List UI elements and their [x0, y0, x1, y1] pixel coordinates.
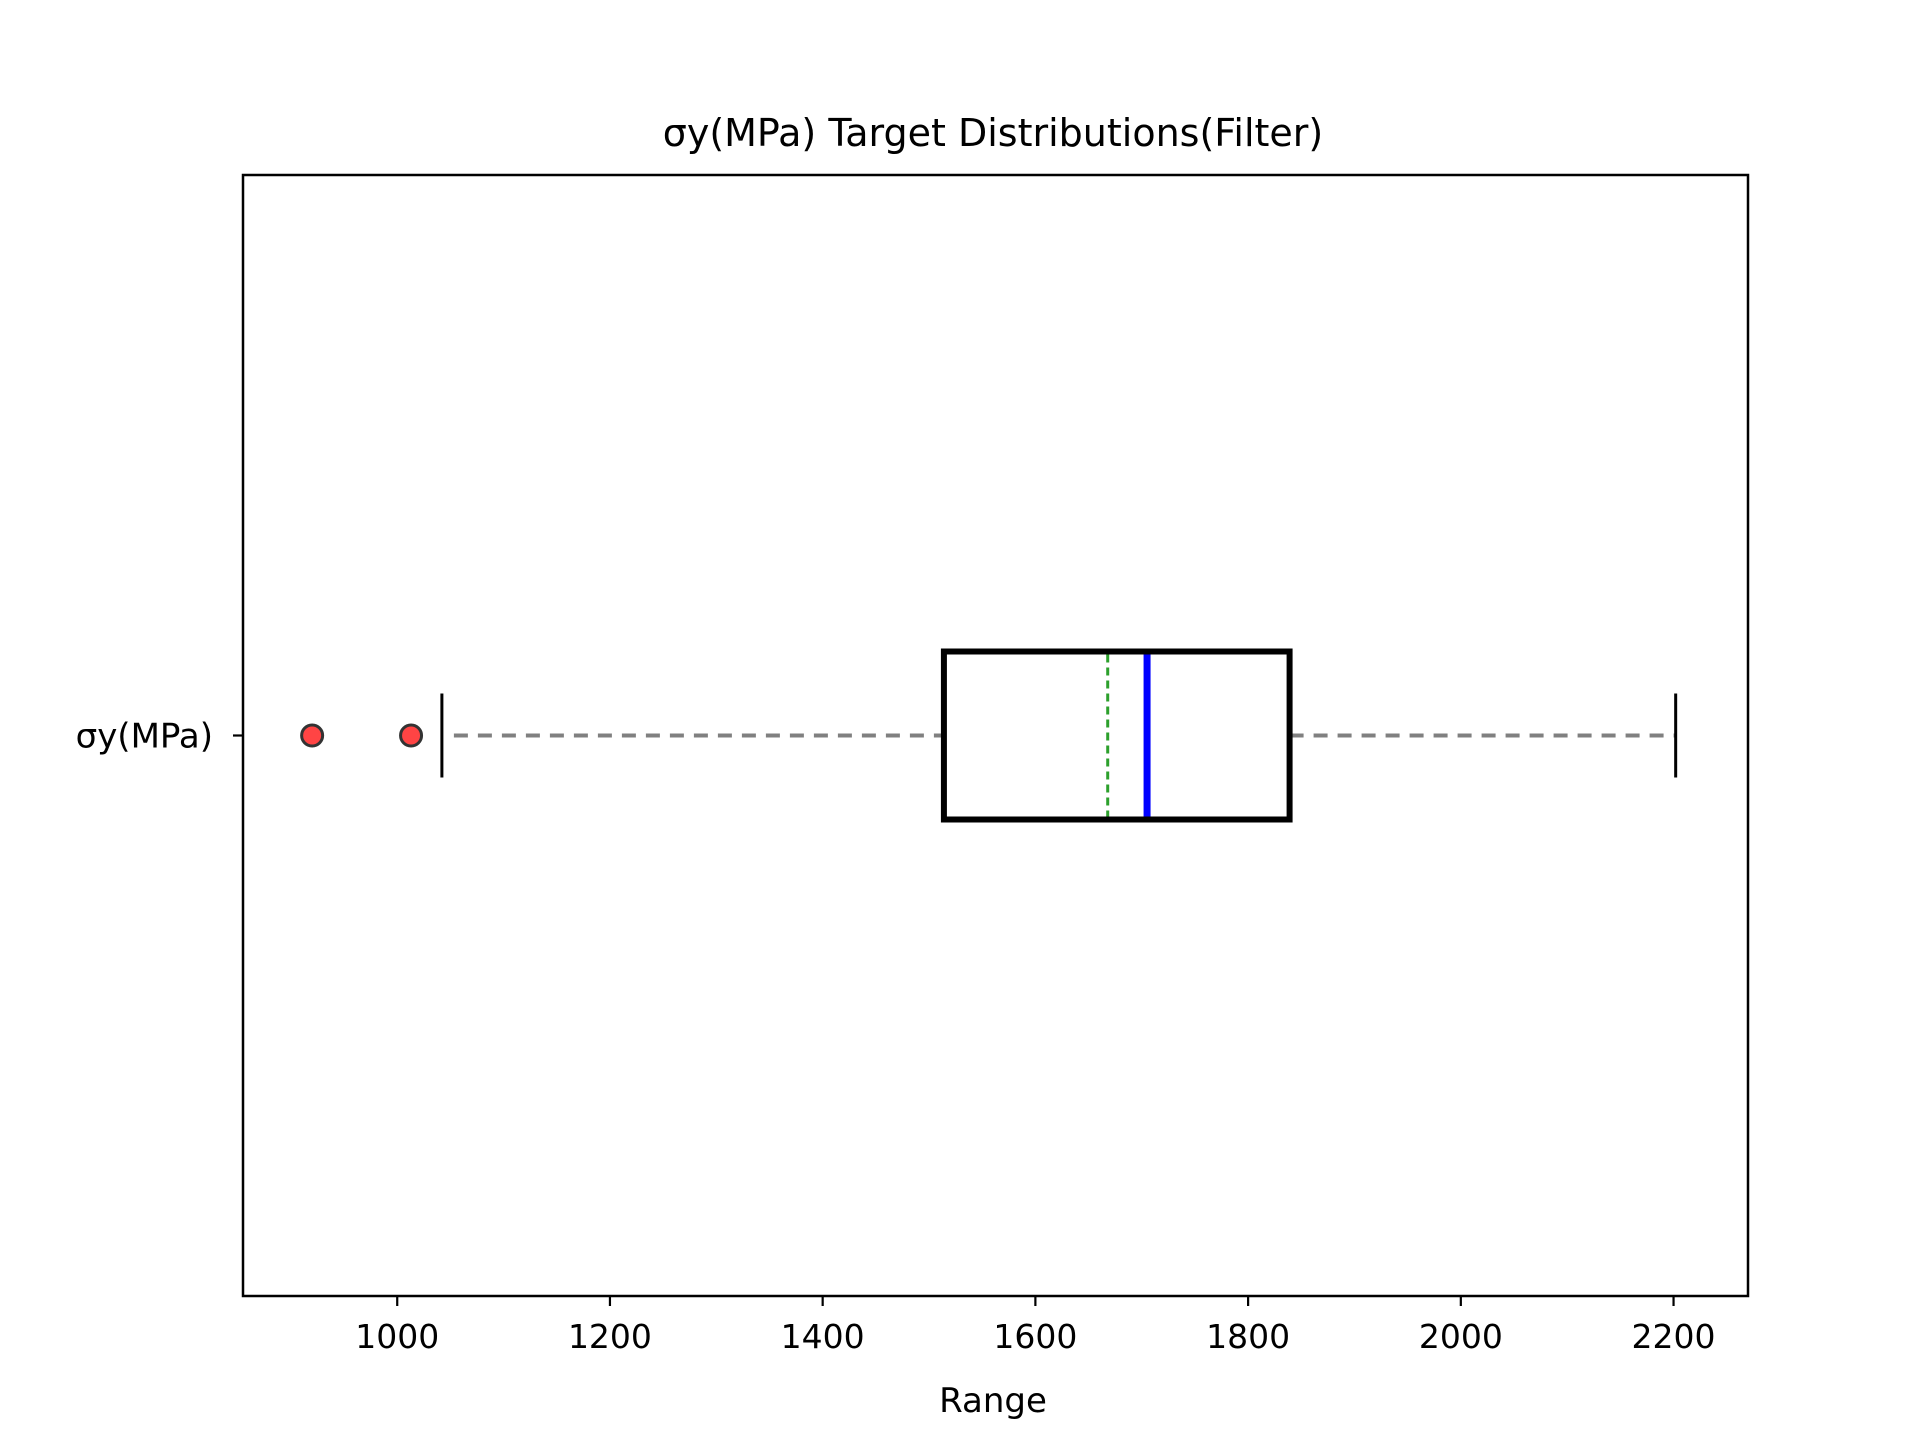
y-axis: σy(MPa) [76, 717, 243, 757]
x-axis: 1000 1200 1400 1600 1800 2000 2200 [355, 1296, 1716, 1356]
x-axis-label: Range [939, 1381, 1047, 1421]
outlier-point-1 [399, 723, 424, 748]
y-tick-label-0: σy(MPa) [76, 717, 213, 757]
x-tick-label-1800: 1800 [1206, 1317, 1290, 1356]
x-tick-label-2200: 2200 [1632, 1317, 1716, 1356]
chart-title: σy(MPa) Target Distributions(Filter) [663, 111, 1323, 155]
x-tick-label-1400: 1400 [781, 1317, 865, 1356]
x-tick-label-1000: 1000 [355, 1317, 439, 1356]
outlier-point-0 [300, 723, 325, 748]
box-iqr [940, 648, 1293, 823]
box-plot-group [300, 648, 1678, 823]
x-tick-label-1200: 1200 [568, 1317, 652, 1356]
x-tick-label-2000: 2000 [1419, 1317, 1503, 1356]
x-tick-label-1600: 1600 [993, 1317, 1077, 1356]
